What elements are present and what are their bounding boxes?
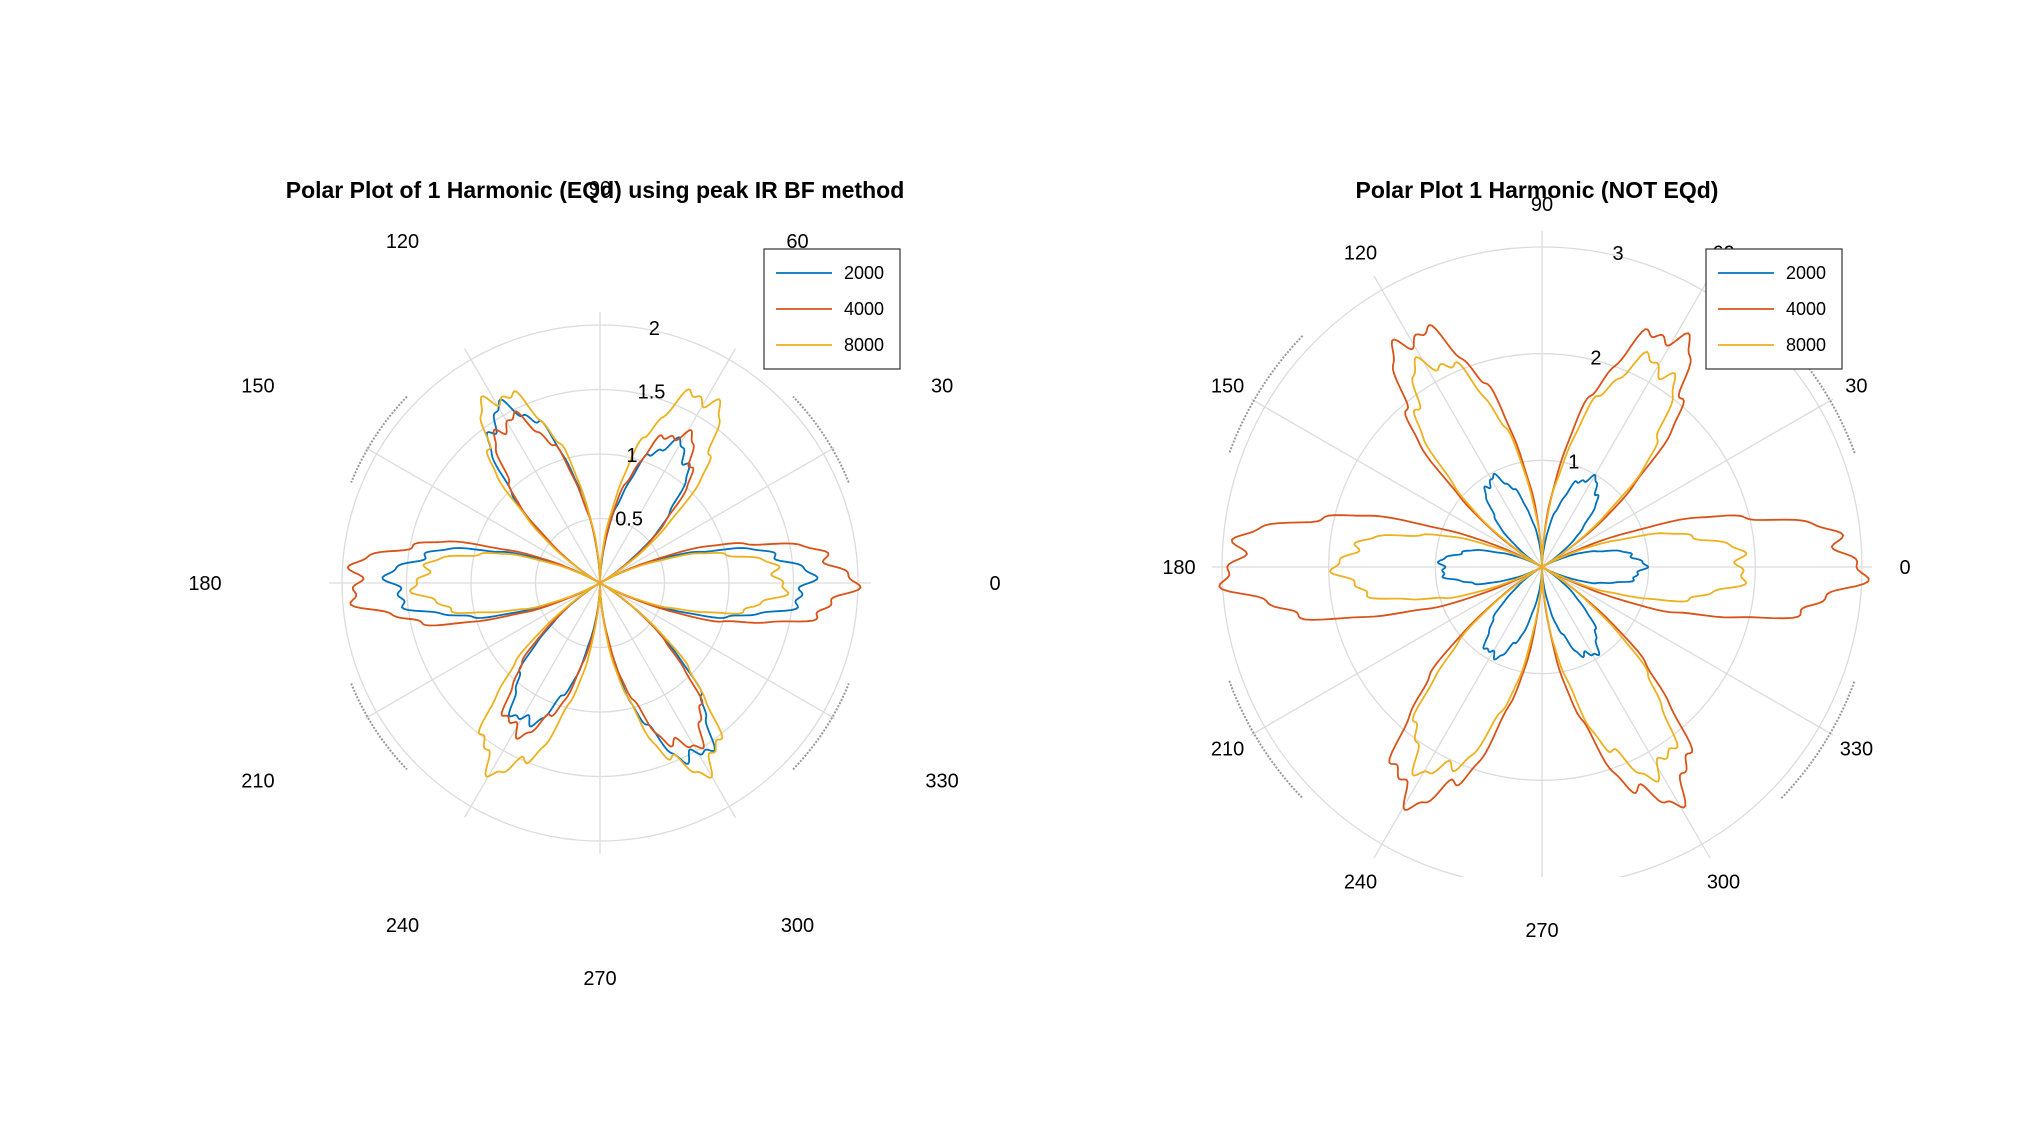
- grid-spoke: [365, 582, 601, 720]
- grid-spoke: [463, 348, 601, 584]
- legend: 2000 4000 8000: [1705, 248, 1843, 370]
- grid-spoke: [1250, 566, 1543, 736]
- grid-spoke: [599, 348, 737, 584]
- theta-tick-label: 270: [583, 968, 616, 990]
- axis-labels: 0 30 60 90 120 150 180 210 240 270 300 330 0.5 1 1.5 2: [188, 178, 1000, 990]
- theta-tick-label: 0: [989, 573, 1000, 595]
- grid-spoke: [463, 582, 601, 818]
- theta-tick-label: 180: [188, 573, 221, 595]
- theta-tick-label: 0: [1899, 557, 1910, 579]
- series-line-8000: [409, 388, 790, 779]
- grid-spoke: [599, 446, 835, 584]
- theta-tick-label: 330: [1840, 739, 1873, 761]
- grid-spoke: [1541, 566, 1834, 736]
- series-group: [1218, 324, 1870, 811]
- polar-grid: [329, 312, 871, 854]
- series-group: [346, 388, 862, 779]
- legend-label: 4000: [844, 299, 884, 319]
- polar-grid: [1212, 231, 1872, 877]
- theta-tick-label: 330: [925, 771, 958, 793]
- outer-ring-arc: [350, 395, 408, 483]
- grid-spoke: [1541, 275, 1711, 568]
- series-line-2000: [1437, 472, 1650, 661]
- grid-spoke: [1373, 275, 1543, 568]
- legend-label: 2000: [844, 263, 884, 283]
- theta-tick-label: 300: [781, 915, 814, 937]
- theta-tick-label: 30: [931, 376, 953, 398]
- theta-tick-label: 150: [1211, 376, 1244, 398]
- grid-spoke: [1373, 566, 1543, 859]
- polar-chart-eqd: 03060901201501802102402703003300.511.52 …: [188, 177, 1000, 990]
- chart-title: Polar Plot of 1 Harmonic (EQd) using pea…: [286, 177, 905, 203]
- r-tick-label: 2: [649, 318, 660, 340]
- series-line-4000: [1218, 324, 1870, 811]
- r-tick-label: 1.5: [638, 381, 666, 403]
- grid-spoke: [365, 446, 601, 584]
- theta-tick-label: 150: [241, 376, 274, 398]
- theta-tick-label: 300: [1707, 871, 1740, 893]
- legend-label: 2000: [1786, 263, 1826, 283]
- grid-spoke: [1250, 398, 1543, 568]
- outer-ring-arc: [792, 395, 850, 483]
- theta-tick-label: 120: [386, 231, 419, 253]
- legend-label: 4000: [1786, 299, 1826, 319]
- grid-spoke: [599, 582, 835, 720]
- r-tick-label: 1: [1568, 452, 1579, 474]
- theta-tick-label: 90: [589, 178, 611, 200]
- legend-label: 8000: [844, 335, 884, 355]
- grid-spoke: [599, 582, 737, 818]
- outer-ring-arc: [350, 683, 408, 771]
- chart-title: Polar Plot 1 Harmonic (NOT EQd): [1356, 177, 1719, 203]
- theta-tick-label: 270: [1525, 920, 1558, 942]
- theta-tick-label: 240: [386, 915, 419, 937]
- r-tick-label: 2: [1590, 347, 1601, 369]
- series-line-2000: [381, 398, 819, 765]
- theta-tick-label: 120: [1344, 243, 1377, 265]
- theta-tick-label: 210: [241, 771, 274, 793]
- theta-tick-label: 60: [786, 231, 808, 253]
- theta-tick-label: 240: [1344, 871, 1377, 893]
- outer-ring-arc: [792, 683, 850, 771]
- theta-tick-label: 180: [1162, 557, 1195, 579]
- theta-tick-label: 210: [1211, 739, 1244, 761]
- polar-chart-not-eqd: 0306090120150180210240270300330123 Polar…: [1162, 177, 1910, 942]
- r-tick-label: 0.5: [615, 509, 643, 531]
- grid-spoke: [1541, 566, 1711, 859]
- series-line-4000: [346, 410, 862, 750]
- series-line-8000: [1329, 350, 1748, 783]
- theta-tick-label: 90: [1531, 194, 1553, 216]
- grid-spoke: [1541, 398, 1834, 568]
- r-tick-label: 3: [1613, 243, 1624, 265]
- theta-tick-label: 30: [1845, 376, 1867, 398]
- legend: 2000 4000 8000: [763, 248, 901, 370]
- legend-label: 8000: [1786, 335, 1826, 355]
- r-tick-label: 1: [626, 445, 637, 467]
